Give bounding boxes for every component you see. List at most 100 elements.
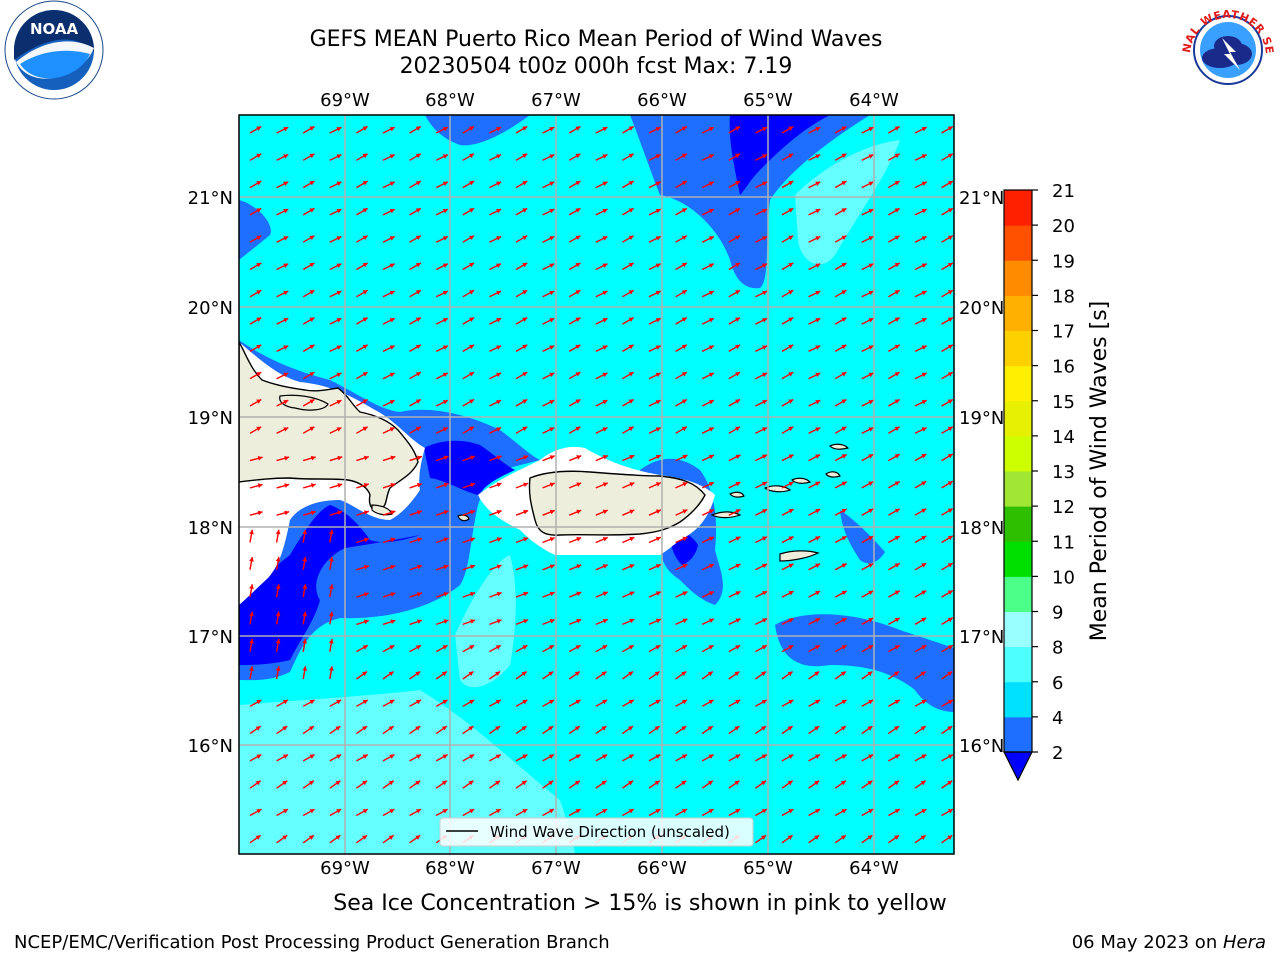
wave-direction-arrow bbox=[488, 725, 501, 735]
wave-direction-arrow bbox=[409, 644, 422, 653]
colorbar-tick-label: 8 bbox=[1052, 638, 1063, 659]
wave-direction-arrow bbox=[861, 235, 874, 243]
wave-direction-arrow bbox=[755, 399, 768, 407]
wave-direction-arrow bbox=[701, 699, 714, 707]
wave-direction-arrow bbox=[409, 207, 422, 216]
wave-direction-arrow bbox=[834, 289, 847, 298]
wave-direction-arrow bbox=[622, 235, 635, 243]
wave-direction-arrow bbox=[382, 808, 395, 817]
wave-direction-arrow bbox=[675, 481, 688, 489]
wave-direction-arrow bbox=[275, 529, 281, 543]
wave-direction-arrow bbox=[568, 618, 582, 626]
wave-direction-arrow bbox=[302, 180, 315, 189]
wave-direction-arrow bbox=[568, 398, 581, 407]
field-band-dark-northeast bbox=[729, 115, 830, 195]
footer-host: Hera bbox=[1222, 932, 1266, 953]
wave-direction-arrow bbox=[409, 455, 423, 462]
wave-direction-arrow bbox=[302, 316, 315, 325]
wave-direction-arrow bbox=[515, 725, 528, 735]
wave-direction-arrow bbox=[462, 670, 474, 680]
wave-direction-arrow bbox=[941, 453, 954, 462]
wave-direction-arrow bbox=[382, 699, 395, 707]
wave-direction-arrow bbox=[861, 181, 874, 189]
legend: Wind Wave Direction (unscaled) bbox=[439, 817, 754, 847]
field-band-blue-northeast bbox=[630, 115, 870, 289]
wave-direction-arrow bbox=[568, 564, 582, 571]
wave-direction-arrow bbox=[701, 290, 715, 298]
wave-direction-arrow bbox=[941, 262, 954, 271]
wave-direction-arrow bbox=[834, 508, 847, 516]
wave-direction-arrow bbox=[489, 808, 502, 817]
wave-direction-arrow bbox=[302, 125, 315, 134]
wave-direction-arrow bbox=[249, 753, 262, 762]
wave-direction-arrow bbox=[834, 670, 847, 680]
wave-direction-arrow bbox=[329, 510, 343, 516]
wave-direction-arrow bbox=[808, 780, 820, 789]
wave-direction-arrow bbox=[834, 262, 847, 271]
wave-direction-arrow bbox=[914, 617, 927, 626]
wave-direction-arrow bbox=[356, 644, 369, 653]
wave-direction-arrow bbox=[515, 780, 528, 789]
wave-direction-arrow bbox=[834, 780, 847, 789]
wave-direction-arrow bbox=[622, 180, 635, 189]
wind-wave-arrows bbox=[249, 125, 954, 844]
wave-direction-arrow bbox=[542, 564, 555, 571]
wave-direction-arrow bbox=[834, 153, 847, 161]
wave-direction-arrow bbox=[941, 125, 954, 134]
wave-direction-arrow bbox=[542, 399, 555, 407]
lat-tick-right: 18°N bbox=[959, 518, 1004, 539]
wave-direction-arrow bbox=[728, 590, 741, 598]
wave-direction-arrow bbox=[489, 290, 502, 298]
wave-direction-arrow bbox=[914, 235, 927, 243]
wave-direction-arrow bbox=[409, 753, 422, 762]
wave-direction-arrow bbox=[941, 644, 954, 653]
wave-direction-arrow bbox=[675, 780, 687, 789]
wave-direction-arrow bbox=[622, 482, 635, 489]
wave-direction-arrow bbox=[568, 509, 582, 516]
colorbar: 2 4 6 8 9 10 11 12 13 14 15 16 17 18 19 20 21 bbox=[1003, 181, 1075, 782]
wave-direction-arrow bbox=[808, 670, 820, 680]
wave-direction-arrow bbox=[675, 670, 687, 680]
wave-direction-arrow bbox=[329, 455, 343, 462]
wave-direction-arrow bbox=[435, 399, 449, 407]
wave-direction-arrow bbox=[648, 317, 661, 325]
wave-direction-arrow bbox=[648, 780, 661, 789]
wave-direction-arrow bbox=[728, 153, 741, 161]
wave-direction-arrow bbox=[462, 619, 476, 626]
colorbar-label: Mean Period of Wind Waves [s] bbox=[1087, 301, 1112, 641]
wave-direction-arrow bbox=[675, 563, 688, 571]
wave-direction-arrow bbox=[861, 725, 873, 735]
wave-direction-arrow bbox=[489, 153, 502, 161]
wave-direction-arrow bbox=[568, 591, 582, 598]
wave-direction-arrow bbox=[409, 125, 422, 134]
wave-direction-arrow bbox=[382, 564, 396, 571]
wave-direction-arrow bbox=[515, 235, 528, 243]
wave-direction-arrow bbox=[382, 426, 395, 434]
wave-direction-arrow bbox=[409, 592, 423, 598]
wave-direction-arrow bbox=[701, 454, 715, 462]
wave-direction-arrow bbox=[781, 808, 794, 817]
wave-direction-arrow bbox=[276, 455, 290, 462]
wave-direction-arrow bbox=[249, 180, 262, 189]
wave-direction-arrow bbox=[542, 426, 555, 434]
lat-tick-right: 20°N bbox=[959, 298, 1004, 319]
wave-direction-arrow bbox=[941, 834, 953, 844]
wave-direction-arrow bbox=[568, 644, 581, 653]
land-st-croix bbox=[779, 550, 820, 562]
nws-logo: NATIONAL WEATHER SERVICE bbox=[1176, 0, 1276, 98]
wave-direction-arrow bbox=[861, 508, 874, 516]
wave-direction-arrow bbox=[515, 426, 528, 434]
wave-direction-arrow bbox=[568, 780, 581, 789]
wave-direction-arrow bbox=[462, 426, 475, 434]
wave-direction-arrow bbox=[249, 235, 262, 243]
wave-direction-arrow bbox=[808, 753, 821, 762]
wave-direction-arrow bbox=[462, 510, 476, 516]
chart-title: GEFS MEAN Puerto Rico Mean Period of Win… bbox=[309, 27, 883, 52]
wave-direction-arrow bbox=[249, 125, 262, 134]
wave-direction-arrow bbox=[356, 592, 370, 598]
wave-direction-arrow bbox=[914, 399, 927, 407]
wave-direction-arrow bbox=[435, 208, 449, 216]
wave-direction-arrow bbox=[728, 207, 741, 216]
wave-direction-arrow bbox=[941, 398, 954, 407]
wave-direction-arrow bbox=[834, 563, 847, 571]
